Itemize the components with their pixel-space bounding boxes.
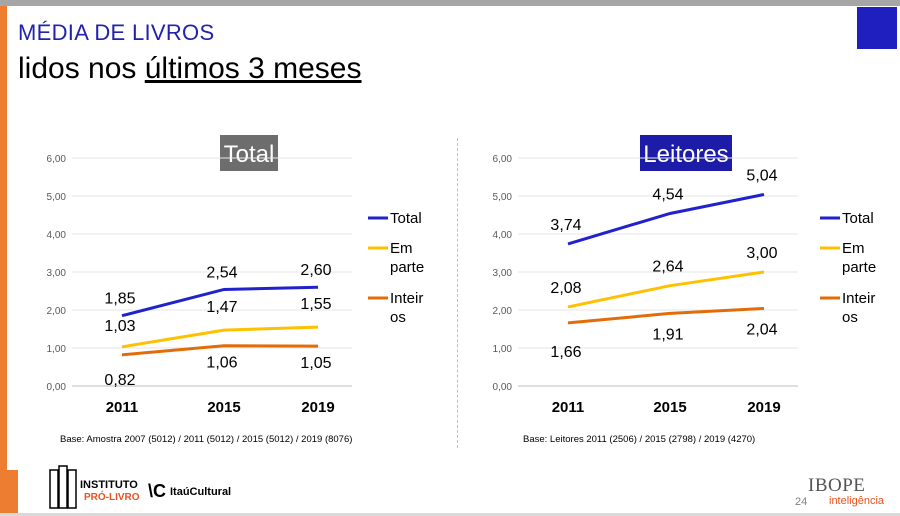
legend-label: Em	[390, 240, 413, 257]
data-label: 2,04	[746, 321, 777, 338]
legend-label: parte	[842, 259, 876, 276]
top-bar	[0, 0, 900, 6]
data-label: 3,74	[550, 217, 581, 234]
logo-graphic: INSTITUTO PRÓ-LIVRO \C ItaúCultural	[49, 465, 231, 509]
legend-label: Total	[842, 210, 874, 227]
data-label: 1,05	[300, 355, 331, 372]
legend-label: Em	[842, 240, 865, 257]
data-label: 2,08	[550, 280, 581, 297]
series-line-inteiros	[121, 344, 319, 357]
y-tick-label: 1,00	[47, 344, 67, 355]
y-tick-label: 4,00	[493, 230, 513, 241]
x-tick-label: 2015	[207, 399, 240, 416]
legend-label: parte	[390, 259, 424, 276]
data-label: 1,66	[550, 344, 581, 361]
data-label: 1,06	[206, 355, 237, 372]
chart-total: Total 0,00 1,00 2,00 3,00 4,00 5,00 6,00 2011 201…	[14, 130, 454, 440]
data-label: 2,60	[300, 262, 331, 279]
ibope-tagline: inteligência	[829, 495, 885, 507]
legend-label: Inteir	[842, 290, 875, 307]
subtitle-underlined: últimos 3 meses	[144, 52, 362, 85]
x-tick-label: 2011	[552, 399, 585, 416]
series-line-total	[121, 285, 319, 318]
data-label: 1,47	[206, 299, 237, 316]
x-tick-label: 2019	[301, 399, 334, 416]
x-tick-label: 2011	[106, 399, 139, 416]
chart-leitores-svg: Leitores 0,00 1,00 2,00 3,00 4,00 5,00 6,00 2011…	[493, 135, 876, 416]
series-line-em-parte	[121, 325, 319, 349]
chart-divider	[457, 138, 458, 448]
y-tick-label: 2,00	[47, 306, 67, 317]
subtitle-text: lidos nos	[18, 52, 145, 85]
y-tick-label: 2,00	[493, 306, 513, 317]
y-tick-label: 5,00	[47, 192, 67, 203]
logo-text-itau: ItaúCultural	[170, 486, 231, 498]
data-label: 5,04	[746, 167, 777, 184]
chart-title: Leitores	[643, 141, 728, 168]
accent-bar	[0, 6, 7, 470]
y-tick-label: 0,00	[47, 382, 67, 393]
brand-square	[857, 7, 897, 49]
y-tick-label: 4,00	[47, 230, 67, 241]
itau-mark-icon: \C	[148, 481, 166, 501]
sponsor-logos: INSTITUTO PRÓ-LIVRO \C ItaúCultural	[48, 462, 298, 510]
chart-title-box	[640, 135, 732, 171]
y-tick-label: 0,00	[493, 382, 513, 393]
series-line-total	[567, 193, 765, 246]
slide-subtitle: lidos nos últimos 3 meses	[18, 52, 362, 86]
x-tick-label: 2015	[653, 399, 686, 416]
data-label: 2,64	[652, 259, 683, 276]
y-tick-label: 6,00	[493, 154, 513, 165]
data-label: 1,03	[104, 318, 135, 335]
x-tick-label: 2019	[747, 399, 780, 416]
page-number: 24	[795, 496, 808, 508]
slide-title: MÉDIA DE LIVROS	[18, 20, 215, 45]
chart-leitores: Leitores 0,00 1,00 2,00 3,00 4,00 5,00 6,00 2011…	[460, 130, 900, 440]
series-line-inteiros	[567, 306, 765, 325]
data-label: 4,54	[652, 186, 683, 203]
accent-bar-bottom	[0, 470, 18, 516]
chart-title: Total	[224, 141, 275, 168]
y-tick-label: 3,00	[47, 268, 67, 279]
y-tick-label: 5,00	[493, 192, 513, 203]
chart-title-box	[220, 135, 278, 171]
book-icon	[67, 469, 77, 509]
bottom-line	[0, 513, 900, 516]
data-label: 0,82	[104, 372, 135, 389]
ibope-logo: IBOPE	[808, 475, 866, 496]
base-note-total: Base: Amostra 2007 (5012) / 2011 (5012) …	[60, 434, 353, 445]
data-label: 2,54	[206, 264, 237, 281]
logo-text-pro-livro: PRÓ-LIVRO	[84, 490, 140, 503]
y-tick-label: 1,00	[493, 344, 513, 355]
y-tick-label: 3,00	[493, 268, 513, 279]
data-label: 3,00	[746, 245, 777, 262]
legend-label: os	[390, 309, 406, 326]
book-icon	[58, 465, 68, 509]
chart-total-svg: Total 0,00 1,00 2,00 3,00 4,00 5,00 6,00 2011 201…	[47, 135, 424, 416]
data-label: 1,55	[300, 296, 331, 313]
logo-text-instituto: INSTITUTO	[80, 479, 138, 491]
legend-label: Inteir	[390, 290, 423, 307]
series-line-em-parte	[567, 270, 765, 309]
base-note-leitores: Base: Leitores 2011 (2506) / 2015 (2798)…	[523, 434, 756, 445]
legend-label: Total	[390, 210, 422, 227]
legend-label: os	[842, 309, 858, 326]
book-icon	[49, 469, 59, 509]
y-tick-label: 6,00	[47, 154, 67, 165]
data-label: 1,91	[652, 326, 683, 343]
data-label: 1,85	[104, 291, 135, 308]
